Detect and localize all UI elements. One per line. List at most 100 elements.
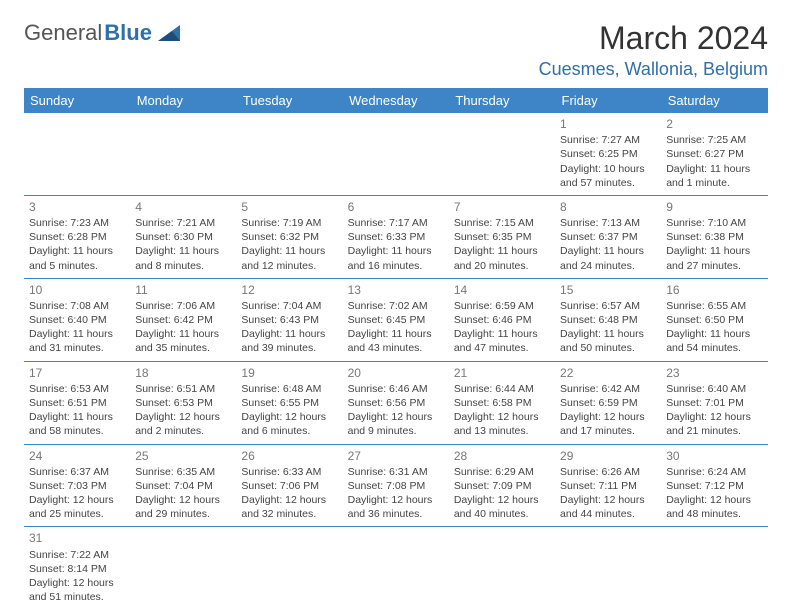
weekday-header: Thursday bbox=[449, 88, 555, 113]
day-info-line: Sunrise: 7:27 AM bbox=[560, 133, 656, 147]
day-info-line: Daylight: 11 hours bbox=[348, 327, 444, 341]
day-info-line: Sunset: 7:11 PM bbox=[560, 479, 656, 493]
day-number: 24 bbox=[29, 448, 125, 464]
day-info-line: Daylight: 12 hours bbox=[348, 493, 444, 507]
day-info-line: and 24 minutes. bbox=[560, 259, 656, 273]
logo: General Blue bbox=[24, 20, 184, 46]
calendar-day-cell: 17Sunrise: 6:53 AMSunset: 6:51 PMDayligh… bbox=[24, 361, 130, 444]
calendar-day-cell: 8Sunrise: 7:13 AMSunset: 6:37 PMDaylight… bbox=[555, 195, 661, 278]
day-info-line: Sunrise: 6:42 AM bbox=[560, 382, 656, 396]
weekday-header: Sunday bbox=[24, 88, 130, 113]
day-info-line: Sunrise: 6:29 AM bbox=[454, 465, 550, 479]
calendar-day-cell: 16Sunrise: 6:55 AMSunset: 6:50 PMDayligh… bbox=[661, 278, 767, 361]
day-info-line: Daylight: 11 hours bbox=[29, 244, 125, 258]
day-info-line: Daylight: 10 hours bbox=[560, 162, 656, 176]
day-info-line: Daylight: 12 hours bbox=[29, 576, 125, 590]
day-info-line: Daylight: 11 hours bbox=[135, 327, 231, 341]
day-info-line: and 29 minutes. bbox=[135, 507, 231, 521]
day-info-line: Daylight: 12 hours bbox=[135, 493, 231, 507]
day-number: 25 bbox=[135, 448, 231, 464]
day-info-line: Daylight: 12 hours bbox=[29, 493, 125, 507]
day-info-line: Sunrise: 7:02 AM bbox=[348, 299, 444, 313]
day-info-line: Daylight: 11 hours bbox=[29, 327, 125, 341]
day-number: 10 bbox=[29, 282, 125, 298]
calendar-day-cell: 15Sunrise: 6:57 AMSunset: 6:48 PMDayligh… bbox=[555, 278, 661, 361]
day-number: 23 bbox=[666, 365, 762, 381]
calendar-day-cell: 19Sunrise: 6:48 AMSunset: 6:55 PMDayligh… bbox=[236, 361, 342, 444]
calendar-day-cell bbox=[449, 527, 555, 609]
day-info-line: Daylight: 11 hours bbox=[135, 244, 231, 258]
calendar-day-cell bbox=[130, 113, 236, 195]
day-info-line: Daylight: 12 hours bbox=[241, 493, 337, 507]
day-info-line: Sunrise: 7:15 AM bbox=[454, 216, 550, 230]
calendar-day-cell bbox=[661, 527, 767, 609]
day-info-line: and 9 minutes. bbox=[348, 424, 444, 438]
day-number: 28 bbox=[454, 448, 550, 464]
calendar-day-cell: 25Sunrise: 6:35 AMSunset: 7:04 PMDayligh… bbox=[130, 444, 236, 527]
day-info-line: and 39 minutes. bbox=[241, 341, 337, 355]
day-info-line: Sunset: 6:50 PM bbox=[666, 313, 762, 327]
day-info-line: Sunrise: 6:44 AM bbox=[454, 382, 550, 396]
day-info-line: and 5 minutes. bbox=[29, 259, 125, 273]
weekday-header: Saturday bbox=[661, 88, 767, 113]
day-info-line: and 50 minutes. bbox=[560, 341, 656, 355]
day-info-line: and 12 minutes. bbox=[241, 259, 337, 273]
day-info-line: Sunset: 6:32 PM bbox=[241, 230, 337, 244]
calendar-day-cell: 12Sunrise: 7:04 AMSunset: 6:43 PMDayligh… bbox=[236, 278, 342, 361]
calendar-day-cell: 13Sunrise: 7:02 AMSunset: 6:45 PMDayligh… bbox=[343, 278, 449, 361]
day-info-line: Sunset: 6:46 PM bbox=[454, 313, 550, 327]
calendar-week-row: 17Sunrise: 6:53 AMSunset: 6:51 PMDayligh… bbox=[24, 361, 768, 444]
location-label: Cuesmes, Wallonia, Belgium bbox=[539, 59, 768, 80]
day-info-line: Sunrise: 6:40 AM bbox=[666, 382, 762, 396]
logo-text-general: General bbox=[24, 20, 102, 46]
calendar-day-cell bbox=[343, 113, 449, 195]
day-info-line: Sunrise: 6:35 AM bbox=[135, 465, 231, 479]
day-info-line: Sunset: 6:59 PM bbox=[560, 396, 656, 410]
logo-sail-icon bbox=[158, 23, 184, 43]
calendar-day-cell bbox=[236, 113, 342, 195]
day-info-line: Sunset: 6:45 PM bbox=[348, 313, 444, 327]
title-block: March 2024 Cuesmes, Wallonia, Belgium bbox=[539, 20, 768, 80]
day-info-line: Daylight: 12 hours bbox=[135, 410, 231, 424]
day-number: 15 bbox=[560, 282, 656, 298]
calendar-table: SundayMondayTuesdayWednesdayThursdayFrid… bbox=[24, 88, 768, 609]
day-number: 29 bbox=[560, 448, 656, 464]
day-info-line: Daylight: 11 hours bbox=[666, 327, 762, 341]
day-info-line: Sunrise: 7:17 AM bbox=[348, 216, 444, 230]
day-number: 31 bbox=[29, 530, 125, 546]
day-info-line: Sunset: 7:06 PM bbox=[241, 479, 337, 493]
weekday-header-row: SundayMondayTuesdayWednesdayThursdayFrid… bbox=[24, 88, 768, 113]
day-info-line: Daylight: 12 hours bbox=[454, 410, 550, 424]
day-info-line: Sunset: 7:09 PM bbox=[454, 479, 550, 493]
day-number: 22 bbox=[560, 365, 656, 381]
day-info-line: and 57 minutes. bbox=[560, 176, 656, 190]
calendar-day-cell: 2Sunrise: 7:25 AMSunset: 6:27 PMDaylight… bbox=[661, 113, 767, 195]
day-info-line: Daylight: 11 hours bbox=[666, 244, 762, 258]
calendar-day-cell bbox=[343, 527, 449, 609]
calendar-day-cell: 23Sunrise: 6:40 AMSunset: 7:01 PMDayligh… bbox=[661, 361, 767, 444]
day-number: 19 bbox=[241, 365, 337, 381]
calendar-day-cell bbox=[24, 113, 130, 195]
day-info-line: Sunset: 6:53 PM bbox=[135, 396, 231, 410]
day-info-line: Daylight: 12 hours bbox=[348, 410, 444, 424]
calendar-day-cell: 22Sunrise: 6:42 AMSunset: 6:59 PMDayligh… bbox=[555, 361, 661, 444]
day-info-line: and 1 minute. bbox=[666, 176, 762, 190]
day-info-line: and 16 minutes. bbox=[348, 259, 444, 273]
day-info-line: Daylight: 11 hours bbox=[560, 327, 656, 341]
calendar-day-cell: 1Sunrise: 7:27 AMSunset: 6:25 PMDaylight… bbox=[555, 113, 661, 195]
weekday-header: Friday bbox=[555, 88, 661, 113]
day-number: 8 bbox=[560, 199, 656, 215]
calendar-day-cell: 5Sunrise: 7:19 AMSunset: 6:32 PMDaylight… bbox=[236, 195, 342, 278]
day-number: 11 bbox=[135, 282, 231, 298]
calendar-day-cell bbox=[449, 113, 555, 195]
calendar-day-cell: 26Sunrise: 6:33 AMSunset: 7:06 PMDayligh… bbox=[236, 444, 342, 527]
day-info-line: and 2 minutes. bbox=[135, 424, 231, 438]
day-info-line: Daylight: 12 hours bbox=[666, 410, 762, 424]
day-number: 18 bbox=[135, 365, 231, 381]
calendar-day-cell: 7Sunrise: 7:15 AMSunset: 6:35 PMDaylight… bbox=[449, 195, 555, 278]
weekday-header: Tuesday bbox=[236, 88, 342, 113]
day-info-line: Daylight: 12 hours bbox=[560, 493, 656, 507]
day-info-line: Sunset: 6:25 PM bbox=[560, 147, 656, 161]
calendar-week-row: 24Sunrise: 6:37 AMSunset: 7:03 PMDayligh… bbox=[24, 444, 768, 527]
calendar-week-row: 10Sunrise: 7:08 AMSunset: 6:40 PMDayligh… bbox=[24, 278, 768, 361]
